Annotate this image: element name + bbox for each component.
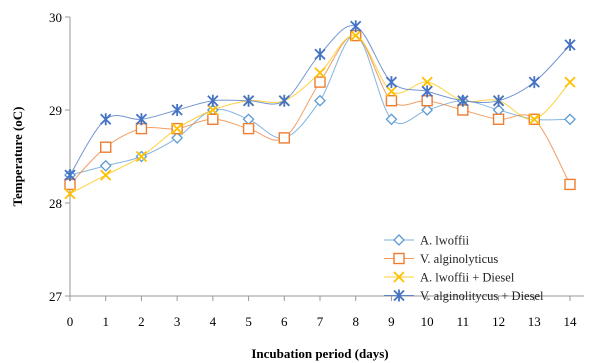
data-point [135,113,148,126]
data-point [278,94,290,107]
data-point [314,67,326,79]
legend-marker [393,271,405,283]
data-point [492,113,505,126]
data-point [242,122,255,135]
y-tick-label: 29 [49,103,62,118]
data-point [564,113,576,126]
legend-label: V. alginolitycus + Diesel [420,289,544,303]
series-4 [64,20,576,182]
data-point [100,141,112,153]
data-point [171,122,183,135]
legend-marker [393,234,405,246]
data-point [314,48,326,61]
y-tick-label: 28 [49,196,62,211]
data-point [385,85,398,98]
x-tick-label: 12 [492,314,505,329]
data-point [242,94,255,107]
x-tick-label: 1 [102,314,109,329]
y-tick-label: 30 [49,10,62,25]
data-point [385,94,398,107]
x-tick-label: 3 [174,314,181,329]
data-point [528,113,540,125]
x-tick-label: 4 [210,314,217,329]
data-point [564,178,576,191]
data-point [242,113,255,126]
x-tick-label: 11 [457,314,470,329]
data-point [314,94,326,107]
legend-label: V. alginolyticus [420,252,498,266]
x-tick-label: 8 [352,314,359,329]
data-point [528,76,540,89]
legend-item: A. lwoffii [384,234,470,248]
data-point [564,38,576,51]
data-point [64,188,76,200]
data-point [99,159,112,172]
legend-item: A. lwoffii + Diesel [384,271,515,285]
data-point [421,85,433,98]
data-point [457,94,469,107]
x-tick-label: 10 [421,314,434,329]
y-tick-label: 27 [49,289,63,304]
legend-item: V. alginolitycus + Diesel [384,289,544,303]
x-axis-title: Incubation period (days) [251,346,388,361]
data-point [100,169,112,181]
legend-marker [393,289,405,302]
data-point [421,76,433,88]
data-point [171,131,184,144]
data-point [207,104,219,116]
data-point [278,132,290,144]
x-tick-label: 0 [67,314,74,329]
data-point [492,94,505,107]
data-point [385,113,398,126]
data-point [207,113,219,126]
data-point [385,76,398,89]
data-point [350,20,362,33]
data-point [314,76,326,88]
data-point [171,104,183,116]
x-tick-label: 6 [281,314,288,329]
data-point [64,169,76,182]
legend-marker [393,252,405,265]
x-tick-label: 2 [138,314,145,329]
data-point [350,29,362,42]
x-tick-label: 7 [317,314,324,329]
series-line [69,35,571,176]
legend-label: A. lwoffii [420,234,470,248]
legend-label: A. lwoffii + Diesel [420,271,515,285]
y-axis-title: Temperature (oC) [10,106,25,206]
data-point [564,76,576,88]
legend-item: V. alginolyticus [384,252,498,266]
data-point [421,104,434,116]
legend: A. lwoffii V. alginolyticus A. lwoffii + D… [384,234,544,303]
x-tick-label: 14 [564,314,578,329]
data-point [207,94,219,107]
x-tick-label: 9 [388,314,395,329]
data-point [135,150,148,163]
x-tick-label: 5 [245,314,252,329]
series-group [64,20,576,200]
data-point [100,113,112,126]
x-tick-label: 13 [528,314,541,329]
